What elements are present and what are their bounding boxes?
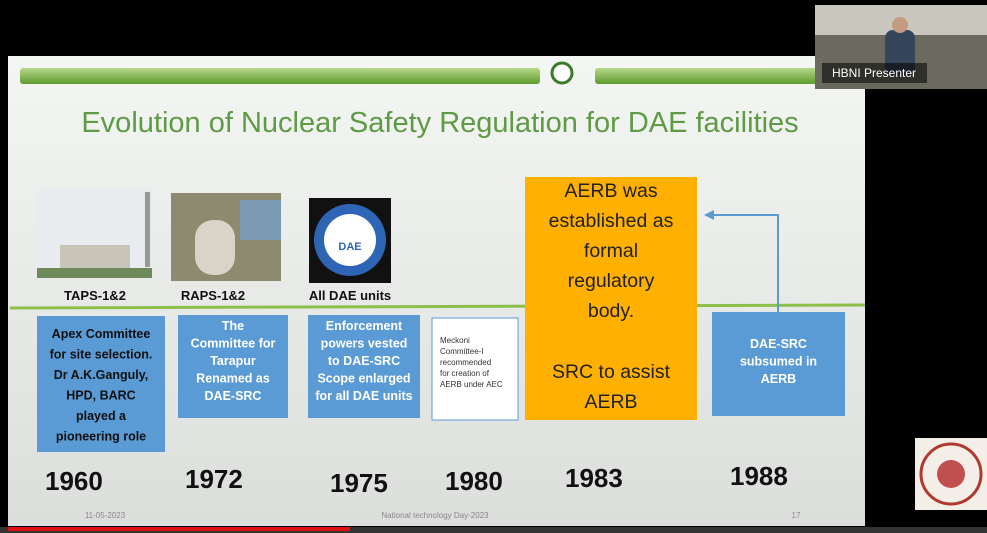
event-box	[431, 317, 519, 421]
box-text: SRC to assist	[552, 361, 671, 383]
hbni-logo-ring	[919, 442, 983, 506]
box-text: Meckoni	[440, 336, 470, 345]
footer-date: 11-05-2023	[85, 511, 126, 520]
timeline	[9, 303, 866, 310]
year: 1980	[445, 466, 503, 496]
taps-ground	[37, 268, 152, 278]
box-text: formal	[584, 240, 638, 262]
raps-water	[240, 200, 281, 240]
raps-dome	[195, 220, 235, 275]
box-text: Committee-I	[440, 347, 484, 356]
year: 1975	[330, 468, 388, 498]
presenter-head	[892, 17, 908, 33]
header-bar	[595, 68, 855, 84]
box-text: subsumed in	[740, 355, 817, 369]
box-text: AERB was	[564, 180, 657, 202]
event-box	[712, 312, 845, 416]
box-text: The	[222, 319, 244, 333]
presenter-label: HBNI Presenter	[832, 66, 916, 80]
box-text: body.	[588, 300, 634, 322]
dae-logo-text: DAE	[338, 241, 361, 253]
event-box	[525, 177, 697, 420]
taps-chimney	[145, 192, 150, 267]
box-text: AERB under AEC	[440, 380, 503, 389]
dae-logo-inner	[324, 214, 376, 266]
box-text: DAE-SRC	[205, 389, 262, 403]
event-box	[178, 315, 288, 418]
slide-title: Evolution of Nuclear Safety Regulation f…	[81, 107, 798, 139]
box-text: Committee for	[191, 337, 276, 351]
box-text: established as	[549, 210, 674, 232]
year: 1988	[730, 461, 788, 491]
year: 1983	[565, 463, 623, 493]
footer-page: 17	[792, 511, 801, 520]
event-box	[37, 316, 165, 452]
box-text: Renamed as	[196, 372, 270, 386]
arrowhead	[704, 210, 714, 220]
arrow	[712, 214, 779, 312]
box-text: Tarapur	[210, 354, 256, 368]
box-text: Dr A.K.Ganguly,	[54, 368, 148, 382]
box-text: to DAE-SRC	[328, 354, 400, 368]
year: 1972	[185, 464, 243, 494]
header-logo	[550, 61, 574, 85]
box-text: HPD, BARC	[66, 389, 135, 403]
progress-track	[0, 527, 987, 533]
box-text: for site selection.	[50, 348, 153, 362]
column-label: RAPS-1&2	[181, 288, 245, 303]
box-text: recommended	[440, 358, 491, 367]
footer-event: National technology Day-2023	[381, 511, 489, 520]
box-text: regulatory	[568, 270, 655, 292]
box-text: Enforcement	[326, 319, 403, 333]
column-label: TAPS-1&2	[64, 288, 126, 303]
box-text: powers vested	[321, 337, 408, 351]
presenter-tag	[822, 63, 927, 83]
column-label: All DAE units	[309, 288, 391, 303]
box-text: played a	[76, 409, 127, 423]
progress-bar	[8, 527, 350, 531]
hbni-logo-core	[937, 460, 965, 488]
box-text: pioneering role	[56, 430, 146, 444]
box-text: AERB	[761, 372, 796, 386]
box-text: for all DAE units	[315, 389, 412, 403]
header-bar	[20, 68, 540, 84]
box-text: for creation of	[440, 369, 490, 378]
box-text: AERB	[584, 391, 637, 413]
box-text: Scope enlarged	[317, 372, 410, 386]
year: 1960	[45, 466, 103, 496]
box-text: DAE-SRC	[750, 337, 807, 351]
box-text: Apex Committee	[52, 327, 151, 341]
event-box	[308, 315, 420, 418]
